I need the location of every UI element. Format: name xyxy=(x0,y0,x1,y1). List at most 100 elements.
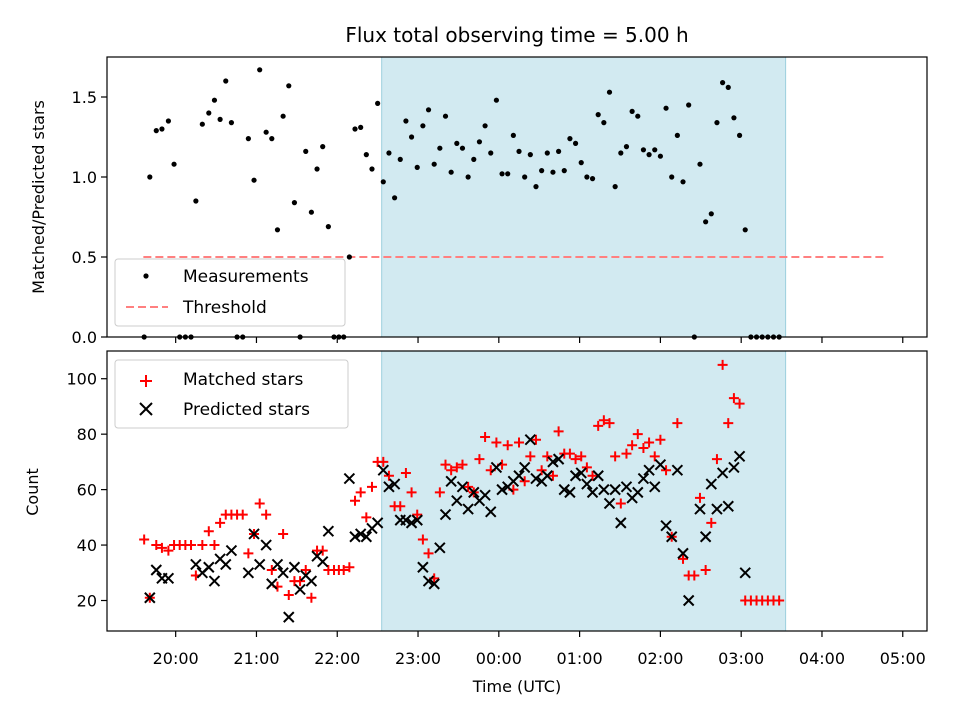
measurement-point xyxy=(414,164,420,170)
matched-stars-point xyxy=(723,418,734,429)
measurement-point xyxy=(669,174,675,180)
predicted-stars-point xyxy=(496,483,508,496)
matched-stars-point xyxy=(536,465,547,476)
predicted-stars-point xyxy=(552,453,565,465)
predicted-stars-point xyxy=(716,467,729,479)
predicted-stars-point xyxy=(513,470,525,482)
counts-y-tick-label: 80 xyxy=(77,425,97,444)
matched-stars-point xyxy=(261,509,272,520)
measurement-point xyxy=(465,174,471,180)
matched-stars-point xyxy=(689,570,700,581)
matched-stars-point xyxy=(366,481,377,492)
predicted-stars-point xyxy=(524,434,537,446)
predicted-stars-point xyxy=(371,517,384,529)
matched-stars-point xyxy=(632,429,643,440)
matched-stars-point xyxy=(627,440,638,451)
matched-stars-point xyxy=(604,418,615,429)
predicted-stars-point xyxy=(405,517,418,529)
predicted-stars-point xyxy=(649,481,661,493)
measurement-point xyxy=(680,179,686,185)
predicted-stars-point xyxy=(343,472,356,485)
predicted-stars-point xyxy=(349,531,361,543)
matched-stars-point xyxy=(254,498,265,509)
measurement-point xyxy=(454,140,460,146)
threshold-legend-label: Threshold xyxy=(182,298,267,318)
matched-stars-point xyxy=(278,528,289,539)
matched-stars-point xyxy=(728,393,739,404)
measurement-point xyxy=(153,128,159,134)
matched-stars-point xyxy=(306,592,317,603)
matched-stars-point xyxy=(514,437,525,448)
measurement-point xyxy=(703,219,709,225)
matched-stars-point xyxy=(547,470,558,481)
measurement-point xyxy=(731,115,737,121)
predicted-stars-point xyxy=(411,514,423,526)
ratio-legend: Measurements Threshold xyxy=(114,258,346,327)
predicted-stars-point xyxy=(711,503,723,515)
x-tick-label: 05:00 xyxy=(880,649,926,668)
count-panel: 20 40 60 80 100 Count Matched stars Predicte… xyxy=(23,350,928,637)
predicted-stars-point xyxy=(253,558,266,571)
ratio-axes-frame xyxy=(106,56,928,338)
ratio-legend-box xyxy=(114,258,346,327)
ratio-y-axis-label: Matched/Predicted stars xyxy=(29,100,48,294)
matched-stars-point xyxy=(474,454,485,465)
measurement-point xyxy=(211,97,218,103)
measurement-point xyxy=(482,123,488,129)
measurement-point xyxy=(493,97,499,103)
measurement-point xyxy=(274,227,281,233)
matched-stars-point xyxy=(156,542,167,553)
measurements-legend-marker xyxy=(143,273,149,279)
matched-stars-point xyxy=(610,451,621,462)
predicted-stars-point xyxy=(547,456,559,468)
predicted-stars-point xyxy=(288,561,301,573)
matched-stars-point xyxy=(300,565,311,576)
matched-stars-point xyxy=(203,526,214,537)
matched-stars-point xyxy=(412,509,423,520)
ratio-plot-area: 0.0 0.5 1.0 1.5 xyxy=(72,56,928,347)
ratio-panel: 0.0 0.5 1.0 1.5 Matched/Predicted stars Mea… xyxy=(29,56,928,347)
predicted-stars-point xyxy=(682,594,695,607)
predicted-stars-point xyxy=(637,472,650,485)
count-legend-box xyxy=(114,359,349,429)
measurement-point xyxy=(708,211,714,217)
predicted-stars-point xyxy=(586,486,599,499)
measurement-point xyxy=(646,152,652,158)
predicted-stars-point xyxy=(294,583,306,596)
matched-stars-point xyxy=(587,470,598,481)
x-tick-label: 02:00 xyxy=(637,649,683,668)
measurement-point xyxy=(544,150,550,156)
measurement-point xyxy=(657,153,663,159)
matched-stars-point xyxy=(139,534,150,545)
measurement-point xyxy=(572,140,579,146)
measurement-point xyxy=(431,161,437,167)
matched-stars-point xyxy=(451,462,462,473)
measurement-point xyxy=(663,105,669,111)
predicted-stars-point xyxy=(266,578,278,590)
measurement-point xyxy=(736,132,743,138)
predicted-stars-point xyxy=(575,467,587,479)
measurement-point xyxy=(280,113,286,119)
matched-stars-point xyxy=(350,495,361,506)
matched-stars-point xyxy=(621,448,632,459)
measurement-point xyxy=(595,112,601,118)
predicted-stars-point xyxy=(490,461,503,474)
measurement-point xyxy=(606,89,613,95)
measurement-point xyxy=(561,168,567,174)
predicted-stars-point xyxy=(150,564,162,576)
matched-stars-point xyxy=(378,456,389,467)
measurement-point xyxy=(269,136,275,142)
ratio-y-tick-label: 0.5 xyxy=(72,248,97,267)
predicted-stars-point xyxy=(598,483,610,496)
predicted-stars-point xyxy=(479,489,491,501)
counts-axes-frame xyxy=(106,350,928,632)
predicted-stars-point xyxy=(671,464,684,476)
matched-stars-point xyxy=(542,451,553,462)
predicted-stars-point xyxy=(354,528,367,540)
counts-observing-window xyxy=(381,350,787,632)
predicted-stars-point xyxy=(733,450,746,463)
predicted-stars-point xyxy=(144,592,156,604)
measurement-point xyxy=(539,168,545,174)
chart-title: Flux total observing time = 5.00 h xyxy=(345,23,688,47)
